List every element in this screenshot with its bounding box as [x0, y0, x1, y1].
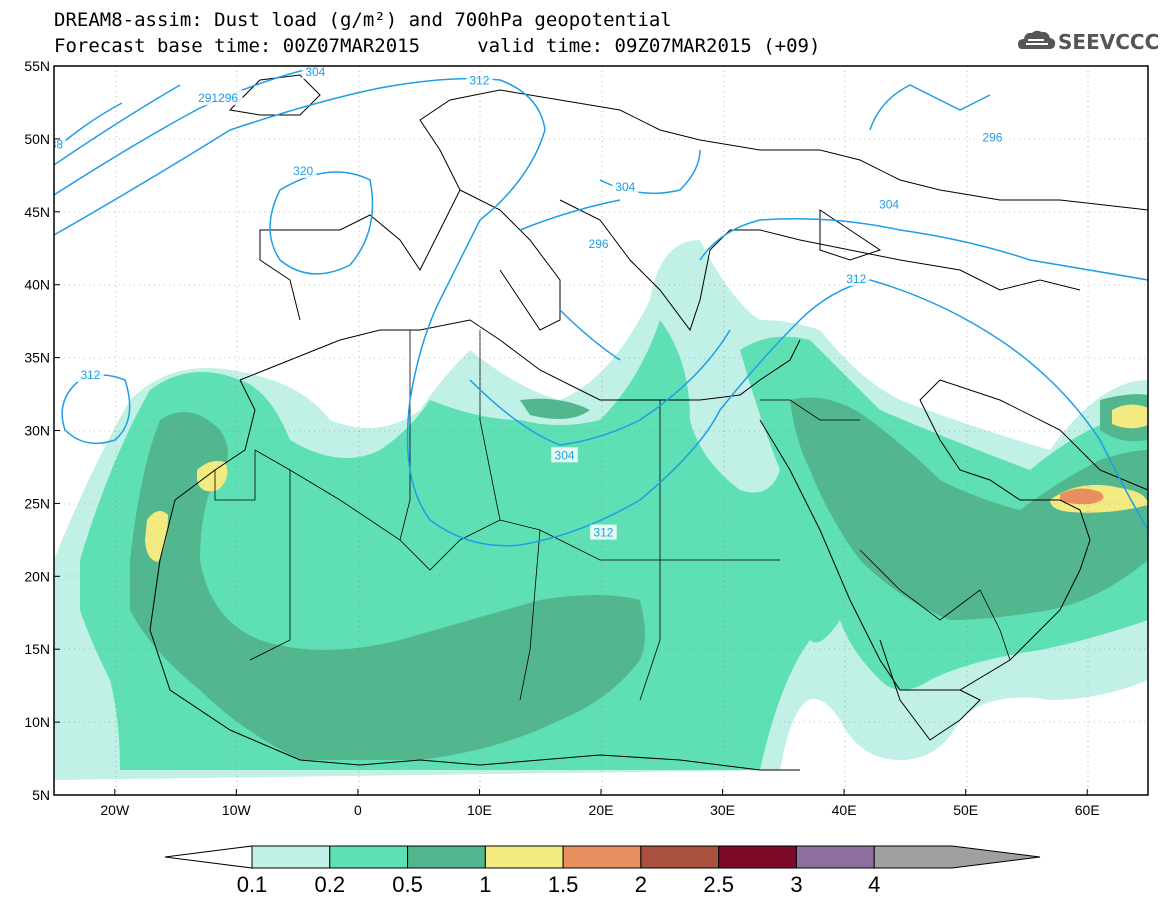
contour-label-bg [77, 367, 104, 383]
colorbar-swatch [718, 845, 797, 869]
contour-label: 88 [50, 138, 64, 152]
contour-label-bg [979, 129, 1006, 145]
colorbar: 0.1 0.2 0.5 1 1.5 2 2.5 3 4 [164, 845, 1041, 897]
contour-label: 312 [593, 526, 613, 540]
dust-shading [54, 240, 1148, 780]
contour-label-bg [612, 179, 639, 195]
colorbar-swatch [251, 845, 331, 869]
lon-label: 20E [589, 802, 614, 818]
lat-label: 5N [32, 787, 50, 803]
lon-label: 10E [467, 802, 492, 818]
lon-label: 40E [832, 802, 857, 818]
lon-label: 50E [953, 802, 978, 818]
lat-label: 10N [24, 714, 50, 730]
lon-label: 10W [222, 802, 252, 818]
lat-label: 35N [24, 350, 50, 366]
contour-label-bg [551, 447, 578, 463]
colorbar-level-label: 0.2 [314, 872, 345, 897]
contour-label-bg [585, 235, 612, 251]
lon-label: 20W [100, 802, 130, 818]
longitude-axis: 20W 10W 0 10E 20E 30E 40E 50E 60E [100, 789, 1100, 818]
latitude-axis: 55N 50N 45N 40N 35N 30N 25N 20N 15N 10N 5N [24, 58, 60, 803]
lon-label: 30E [710, 802, 735, 818]
contour-label-bg [590, 524, 617, 540]
lat-label: 25N [24, 495, 50, 511]
contour-label: 304 [555, 448, 575, 462]
map-title-line-1: DREAM8-assim: Dust load (g/m²) and 700hP… [54, 9, 672, 31]
contour-label-bg [193, 90, 243, 106]
contour-label: 312 [846, 272, 866, 286]
colorbar-level-label: 2 [635, 872, 647, 897]
colorbar-level-label: 0.1 [237, 872, 268, 897]
contour-label: 296 [982, 130, 1002, 144]
lat-label: 15N [24, 641, 50, 657]
contour-label: 291296 [198, 91, 238, 105]
contour-label: 304 [615, 180, 635, 194]
colorbar-swatch [562, 845, 642, 869]
contour-label: 304 [879, 198, 899, 212]
colorbar-level-label: 4 [868, 872, 880, 897]
lat-label: 20N [24, 568, 50, 584]
colorbar-level-label: 0.5 [392, 872, 423, 897]
colorbar-swatch [329, 845, 409, 869]
colorbar-level-label: 1 [479, 872, 491, 897]
country-borders [214, 330, 1011, 701]
contour-label-bg [54, 136, 66, 152]
contour-label: 320 [293, 164, 313, 178]
contour-label: 312 [469, 74, 489, 88]
contour-label: 296 [589, 237, 609, 251]
contour-label: 312 [80, 368, 100, 382]
contour-label-bg [843, 270, 870, 286]
contour-label-bg [302, 66, 329, 79]
colorbar-swatch [407, 845, 486, 869]
lon-label: 60E [1075, 802, 1100, 818]
cloud-icon [1018, 30, 1056, 49]
lat-label: 40N [24, 277, 50, 293]
colorbar-level-label: 1.5 [548, 872, 579, 897]
logo-text: SEEVCCC [1058, 30, 1160, 54]
colorbar-swatch [484, 845, 564, 869]
colorbar-over-triangle [873, 845, 1041, 869]
contour-label-bg [466, 72, 493, 88]
contour-label-bg [875, 196, 903, 212]
contour-label-bg [289, 162, 317, 178]
lon-label: 0 [354, 802, 362, 818]
lat-label: 55N [24, 58, 50, 74]
contour-labels: 296 304 304 312 320 312 304 312 312 304 291296 296 8… [50, 65, 1006, 540]
lat-label: 45N [24, 204, 50, 220]
lat-label: 50N [24, 131, 50, 147]
lat-label: 30N [24, 423, 50, 439]
colorbar-under-triangle [164, 845, 253, 869]
map-title-line-2: Forecast base time: 00Z07MAR2015 valid t… [54, 35, 821, 57]
colorbar-level-label: 2.5 [703, 872, 734, 897]
colorbar-swatch [795, 845, 875, 869]
colorbar-swatch [640, 845, 720, 869]
colorbar-level-label: 3 [790, 872, 802, 897]
contour-label: 304 [305, 65, 325, 79]
geopotential-contours [54, 66, 1148, 547]
